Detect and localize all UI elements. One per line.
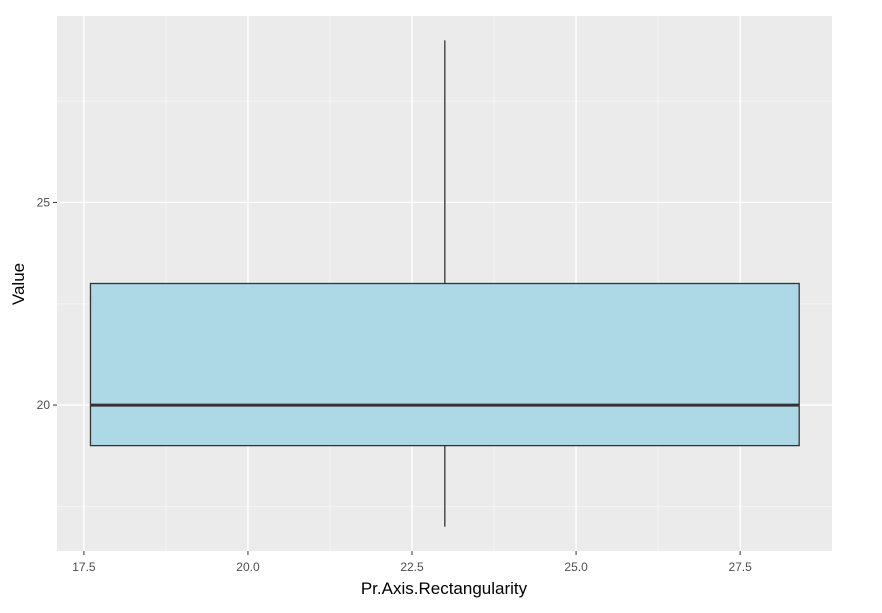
y-tick-label-1: 25	[37, 195, 51, 209]
x-axis-ticks: 17.5 20.0 22.5 25.0 27.5	[72, 551, 752, 574]
box-layer	[89, 40, 800, 527]
y-tick-label-0: 20	[37, 398, 51, 412]
x-tick-label-3: 25.0	[564, 560, 588, 574]
x-tick-label-1: 20.0	[236, 560, 260, 574]
y-axis-title: Value	[9, 263, 28, 305]
x-tick-label-0: 17.5	[72, 560, 96, 574]
x-tick-label-4: 27.5	[728, 560, 752, 574]
x-tick-label-2: 22.5	[400, 560, 424, 574]
x-axis-title: Pr.Axis.Rectangularity	[361, 579, 528, 598]
box-iqr	[89, 282, 800, 447]
